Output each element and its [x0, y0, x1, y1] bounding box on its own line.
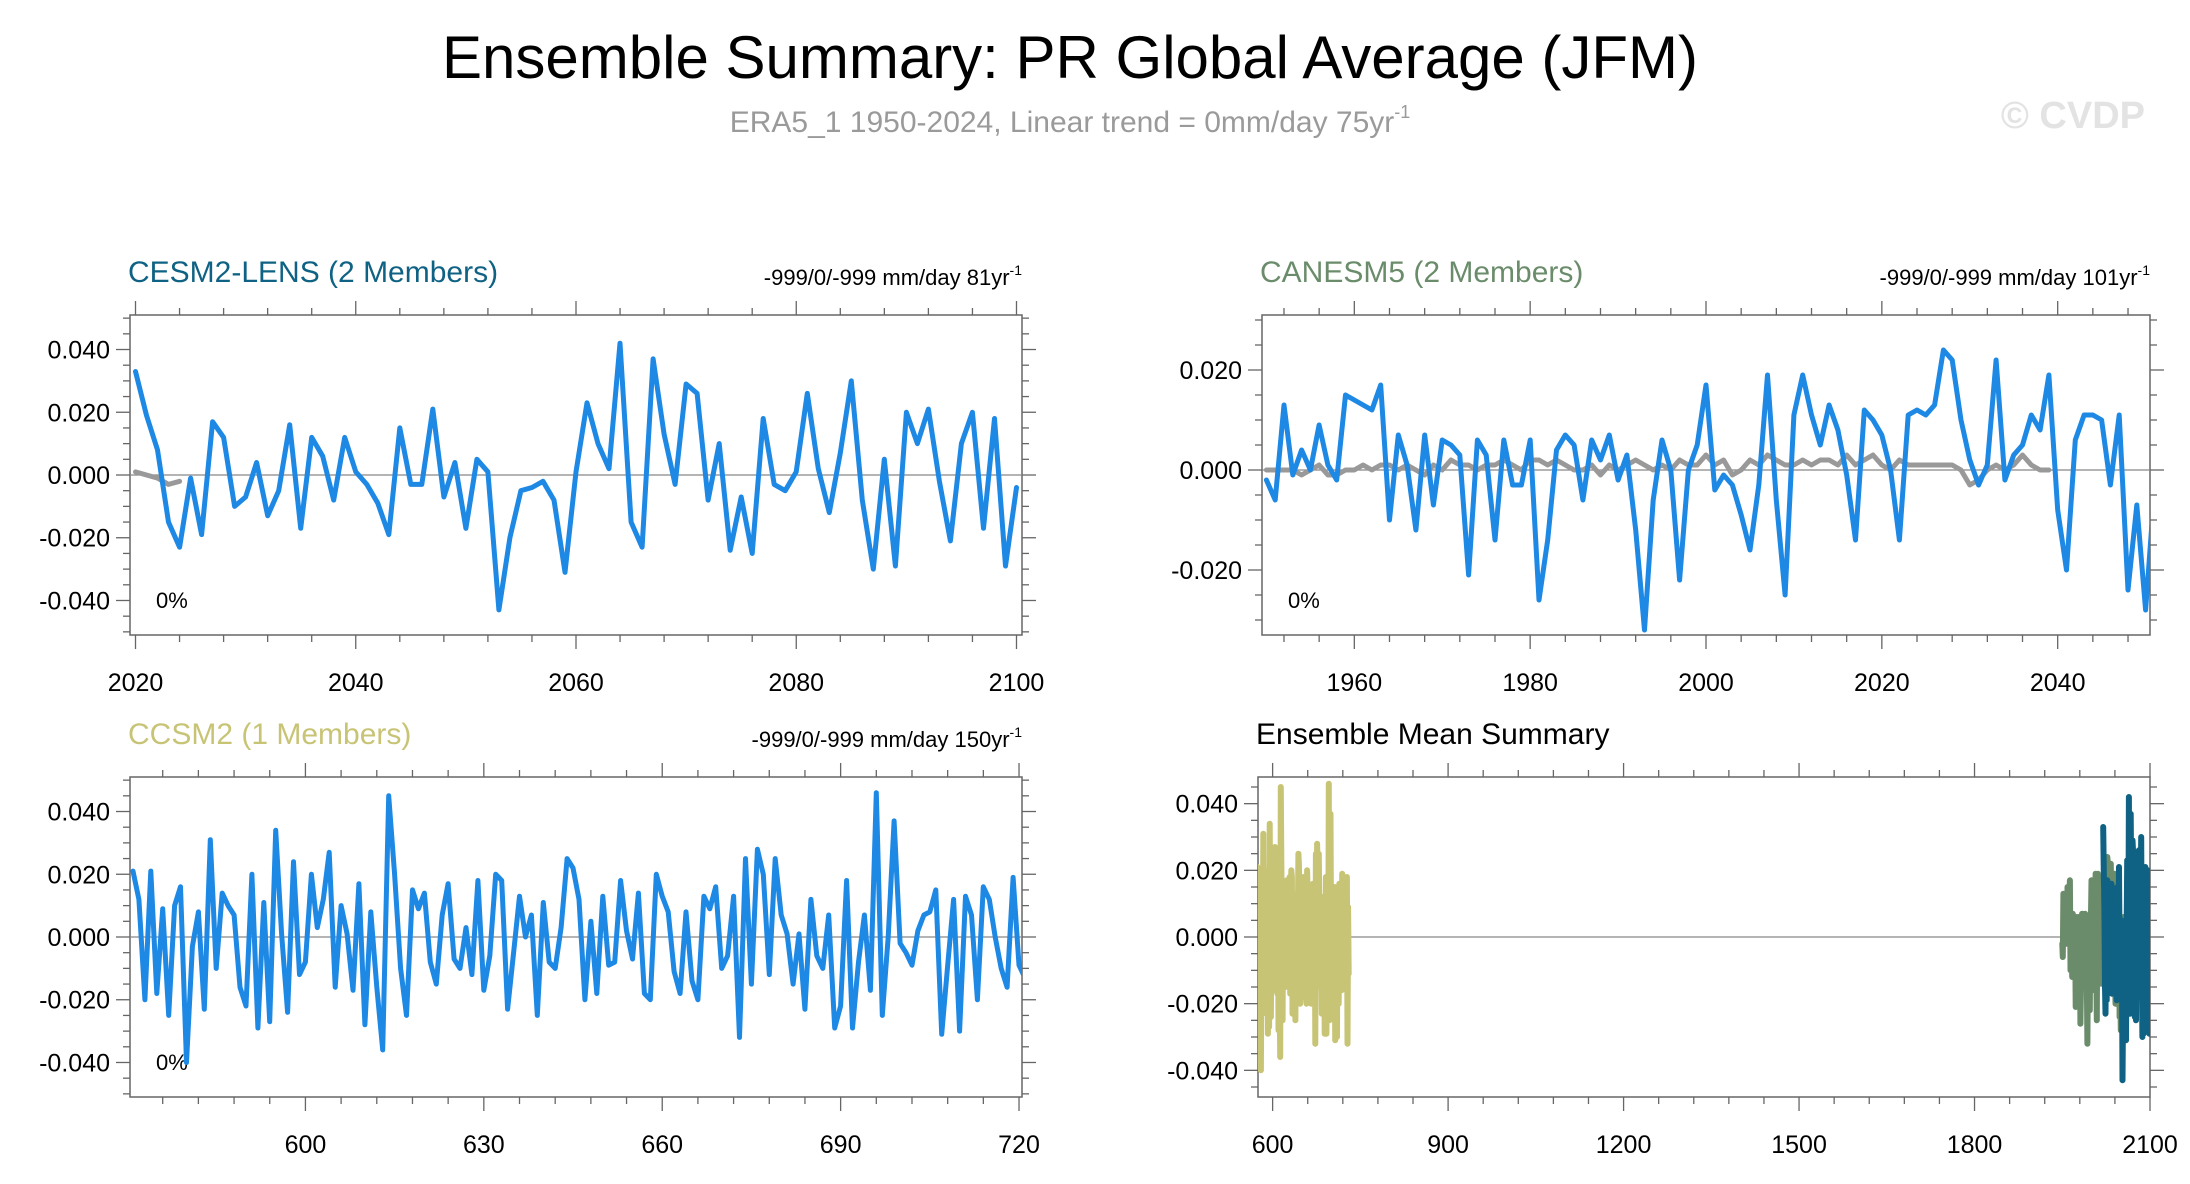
panel-title: CCSM2 (1 Members) [128, 718, 411, 751]
y-tick-label: -0.040 [1167, 1057, 1238, 1085]
x-tick-label: 2060 [548, 669, 604, 697]
x-tick-label: 1980 [1502, 669, 1558, 697]
series-group [133, 340, 1019, 613]
subtitle-superscript: -1 [1394, 102, 1410, 122]
ensemble-series-line [130, 790, 1022, 1065]
x-tick-label: 900 [1427, 1131, 1469, 1159]
x-tick-label: 660 [641, 1131, 683, 1159]
x-tick-label: 600 [285, 1131, 327, 1159]
panel-title: CESM2-LENS (2 Members) [128, 256, 498, 289]
trend-superscript: -1 [1010, 262, 1023, 278]
panel-title: CANESM5 (2 Members) [1260, 256, 1583, 289]
figure-title: Ensemble Summary: PR Global Average (JFM… [442, 24, 1698, 91]
y-tick-label: 0.000 [47, 462, 110, 490]
ensemble-series-line [1263, 347, 2150, 633]
panel-mean: -0.040 -0.020 0.000 0.020 0.040 600 900 1200 150… [1167, 718, 2178, 1159]
x-tick-label: 600 [1252, 1131, 1294, 1159]
x-tick-label: 720 [998, 1131, 1040, 1159]
y-tick-label: -0.020 [39, 987, 110, 1015]
x-tick-label: 1960 [1327, 669, 1383, 697]
series-group [1258, 780, 2150, 1084]
trend-superscript: -1 [1010, 724, 1023, 740]
y-tick-label: 0.040 [1175, 791, 1238, 819]
x-tick-label: 2020 [108, 669, 164, 697]
y-tick-label: 0.000 [1179, 457, 1242, 485]
y-tick-label: -0.040 [39, 1049, 110, 1077]
percent-label: 0% [156, 588, 188, 613]
x-tick-label: 1200 [1596, 1131, 1652, 1159]
panels: -0.040 -0.020 0.000 0.020 0.040 2020 2040 2060 2… [39, 256, 2178, 1159]
figure-subtitle: ERA5_1 1950-2024, Linear trend = 0mm/day… [730, 102, 1411, 139]
trend-label: -999/0/-999 mm/day 150yr-1 [752, 724, 1023, 752]
y-tick-label: 0.000 [1175, 924, 1238, 952]
x-tick-label: 2020 [1854, 669, 1910, 697]
trend-label: -999/0/-999 mm/day 81yr-1 [764, 262, 1022, 290]
series-line-cesm [2100, 794, 2150, 1084]
subtitle-main: ERA5_1 1950-2024, Linear trend = 0mm/day… [730, 106, 1395, 139]
y-tick-label: 0.040 [47, 799, 110, 827]
ensemble-series-line [133, 340, 1019, 613]
trend-text: -999/0/-999 mm/day 150yr [752, 727, 1010, 752]
y-tick-label: 0.040 [47, 337, 110, 365]
panel-canesm: -0.020 0.000 0.020 1960 1980 2000 2020 2040 CANE… [1171, 256, 2164, 697]
x-tick-label: 2000 [1678, 669, 1734, 697]
percent-label: 0% [156, 1050, 188, 1075]
watermark: © CVDP [2001, 95, 2145, 137]
x-tick-label: 1500 [1771, 1131, 1827, 1159]
x-tick-label: 630 [463, 1131, 505, 1159]
trend-text: -999/0/-999 mm/day 81yr [764, 265, 1010, 290]
trend-label: -999/0/-999 mm/day 101yr-1 [1880, 262, 2151, 290]
y-tick-label: 0.020 [47, 861, 110, 889]
series-line-ccsm [1258, 780, 1352, 1074]
percent-label: 0% [1288, 588, 1320, 613]
y-tick-label: -0.040 [39, 587, 110, 615]
x-tick-label: 690 [820, 1131, 862, 1159]
trend-superscript: -1 [2138, 262, 2151, 278]
obs-series-line [133, 469, 183, 487]
y-tick-label: -0.020 [1167, 991, 1238, 1019]
y-tick-label: 0.020 [47, 399, 110, 427]
y-tick-label: 0.020 [1175, 857, 1238, 885]
x-tick-label: 2100 [989, 669, 1045, 697]
y-tick-label: 0.020 [1179, 357, 1242, 385]
panel-ccsm: -0.040 -0.020 0.000 0.020 0.040 600 630 660 690 7… [39, 718, 1040, 1159]
x-tick-label: 2080 [768, 669, 824, 697]
x-tick-label: 2100 [2122, 1131, 2178, 1159]
x-tick-label: 1800 [1947, 1131, 2003, 1159]
panel-title: Ensemble Mean Summary [1256, 718, 1609, 751]
series-group [1263, 347, 2150, 633]
x-tick-label: 2040 [328, 669, 384, 697]
trend-text: -999/0/-999 mm/day 101yr [1880, 265, 2138, 290]
panel-cesm: -0.040 -0.020 0.000 0.020 0.040 2020 2040 2060 2… [39, 256, 1044, 697]
y-tick-label: 0.000 [47, 924, 110, 952]
y-tick-label: -0.020 [1171, 557, 1242, 585]
y-tick-label: -0.020 [39, 525, 110, 553]
x-tick-label: 2040 [2030, 669, 2086, 697]
series-group [130, 790, 1022, 1065]
